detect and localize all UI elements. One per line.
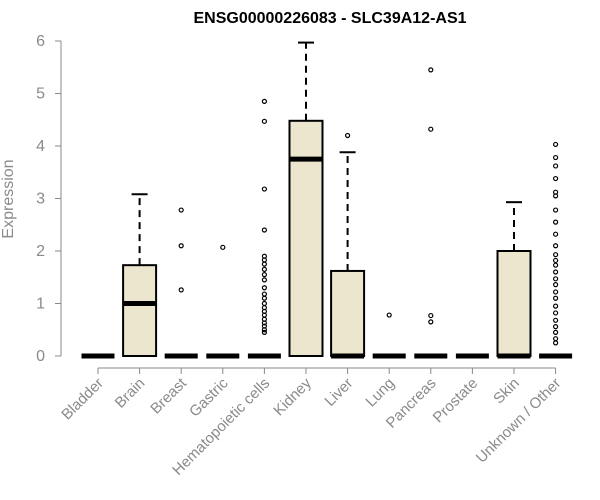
outlier-point (261, 327, 267, 333)
box-group (414, 67, 448, 359)
y-axis-label: Expression (0, 159, 17, 238)
box-group (330, 132, 366, 359)
box-group (122, 193, 158, 357)
outlier-point (178, 287, 184, 293)
y-tick-label: 1 (36, 296, 45, 313)
box-group (539, 141, 573, 359)
outlier-point (552, 303, 559, 309)
outlier-point (552, 252, 559, 258)
outlier-point (261, 295, 267, 301)
outlier-point (261, 118, 267, 124)
outlier-point (220, 244, 226, 250)
box (330, 269, 366, 358)
y-tick-label: 6 (36, 33, 45, 50)
outlier-point (552, 269, 559, 275)
box-group (164, 207, 198, 359)
outlier-point (261, 329, 267, 335)
box (122, 264, 158, 357)
outlier-point (261, 227, 267, 233)
x-tick-label: Skin (490, 375, 523, 408)
outlier-point (552, 282, 559, 288)
outlier-point (552, 175, 559, 182)
outlier-point (261, 285, 267, 291)
outlier-point (345, 132, 351, 139)
outlier-point (552, 276, 559, 282)
y-axis: 0 1 2 3 4 5 6 (36, 33, 62, 365)
outlier-point (552, 231, 559, 237)
outlier-point (178, 243, 184, 249)
outlier-point (552, 219, 559, 225)
x-tick-label: Lung (362, 375, 398, 411)
box-group (496, 201, 532, 359)
box (288, 119, 324, 357)
x-tick-label: Liver (321, 375, 356, 410)
outlier-point (552, 243, 559, 249)
outlier-point (428, 67, 434, 73)
outlier-point (552, 163, 559, 169)
outlier-point (552, 141, 559, 148)
outlier-point (261, 272, 267, 278)
box-group (247, 98, 281, 359)
x-tick-label: Bladder (58, 375, 107, 424)
outlier-point (552, 324, 559, 330)
box-group (372, 312, 406, 359)
x-tick-label: Prostate (430, 375, 482, 427)
outlier-point (552, 336, 559, 342)
box-group (206, 244, 240, 359)
outlier-point (261, 266, 267, 272)
outlier-point (552, 340, 559, 346)
outlier-point (261, 98, 267, 104)
box (496, 250, 532, 357)
outlier-point (552, 207, 559, 213)
y-tick-label: 4 (36, 138, 45, 155)
y-tick-label: 3 (36, 191, 45, 208)
outlier-point (552, 310, 559, 316)
chart-title: ENSG00000226083 - SLC39A12-AS1 (193, 10, 466, 27)
outlier-point (386, 312, 392, 318)
outlier-point (261, 300, 267, 307)
outlier-point (261, 291, 267, 297)
outlier-point (178, 207, 184, 213)
x-tick-label: Breast (147, 374, 190, 417)
outlier-point (261, 186, 267, 192)
x-tick-label: Kidney (270, 374, 315, 419)
outlier-point (552, 154, 559, 161)
y-tick-label: 0 (36, 348, 45, 365)
outlier-point (552, 262, 559, 268)
outlier-point (552, 257, 559, 264)
outlier-point (552, 295, 559, 301)
boxes (81, 41, 573, 359)
y-tick-label: 5 (36, 86, 45, 103)
outlier-point (261, 261, 267, 267)
outlier-point (428, 126, 434, 132)
y-tick-label: 2 (36, 243, 45, 260)
outlier-point (261, 277, 267, 283)
outlier-point (552, 193, 559, 199)
outlier-point (552, 329, 559, 335)
outlier-point (428, 319, 434, 325)
outlier-point (261, 320, 267, 326)
outlier-point (552, 317, 559, 323)
outlier-point (428, 312, 434, 319)
outlier-point (552, 289, 559, 295)
x-tick-label: Brain (112, 375, 149, 412)
box-group (288, 41, 324, 357)
